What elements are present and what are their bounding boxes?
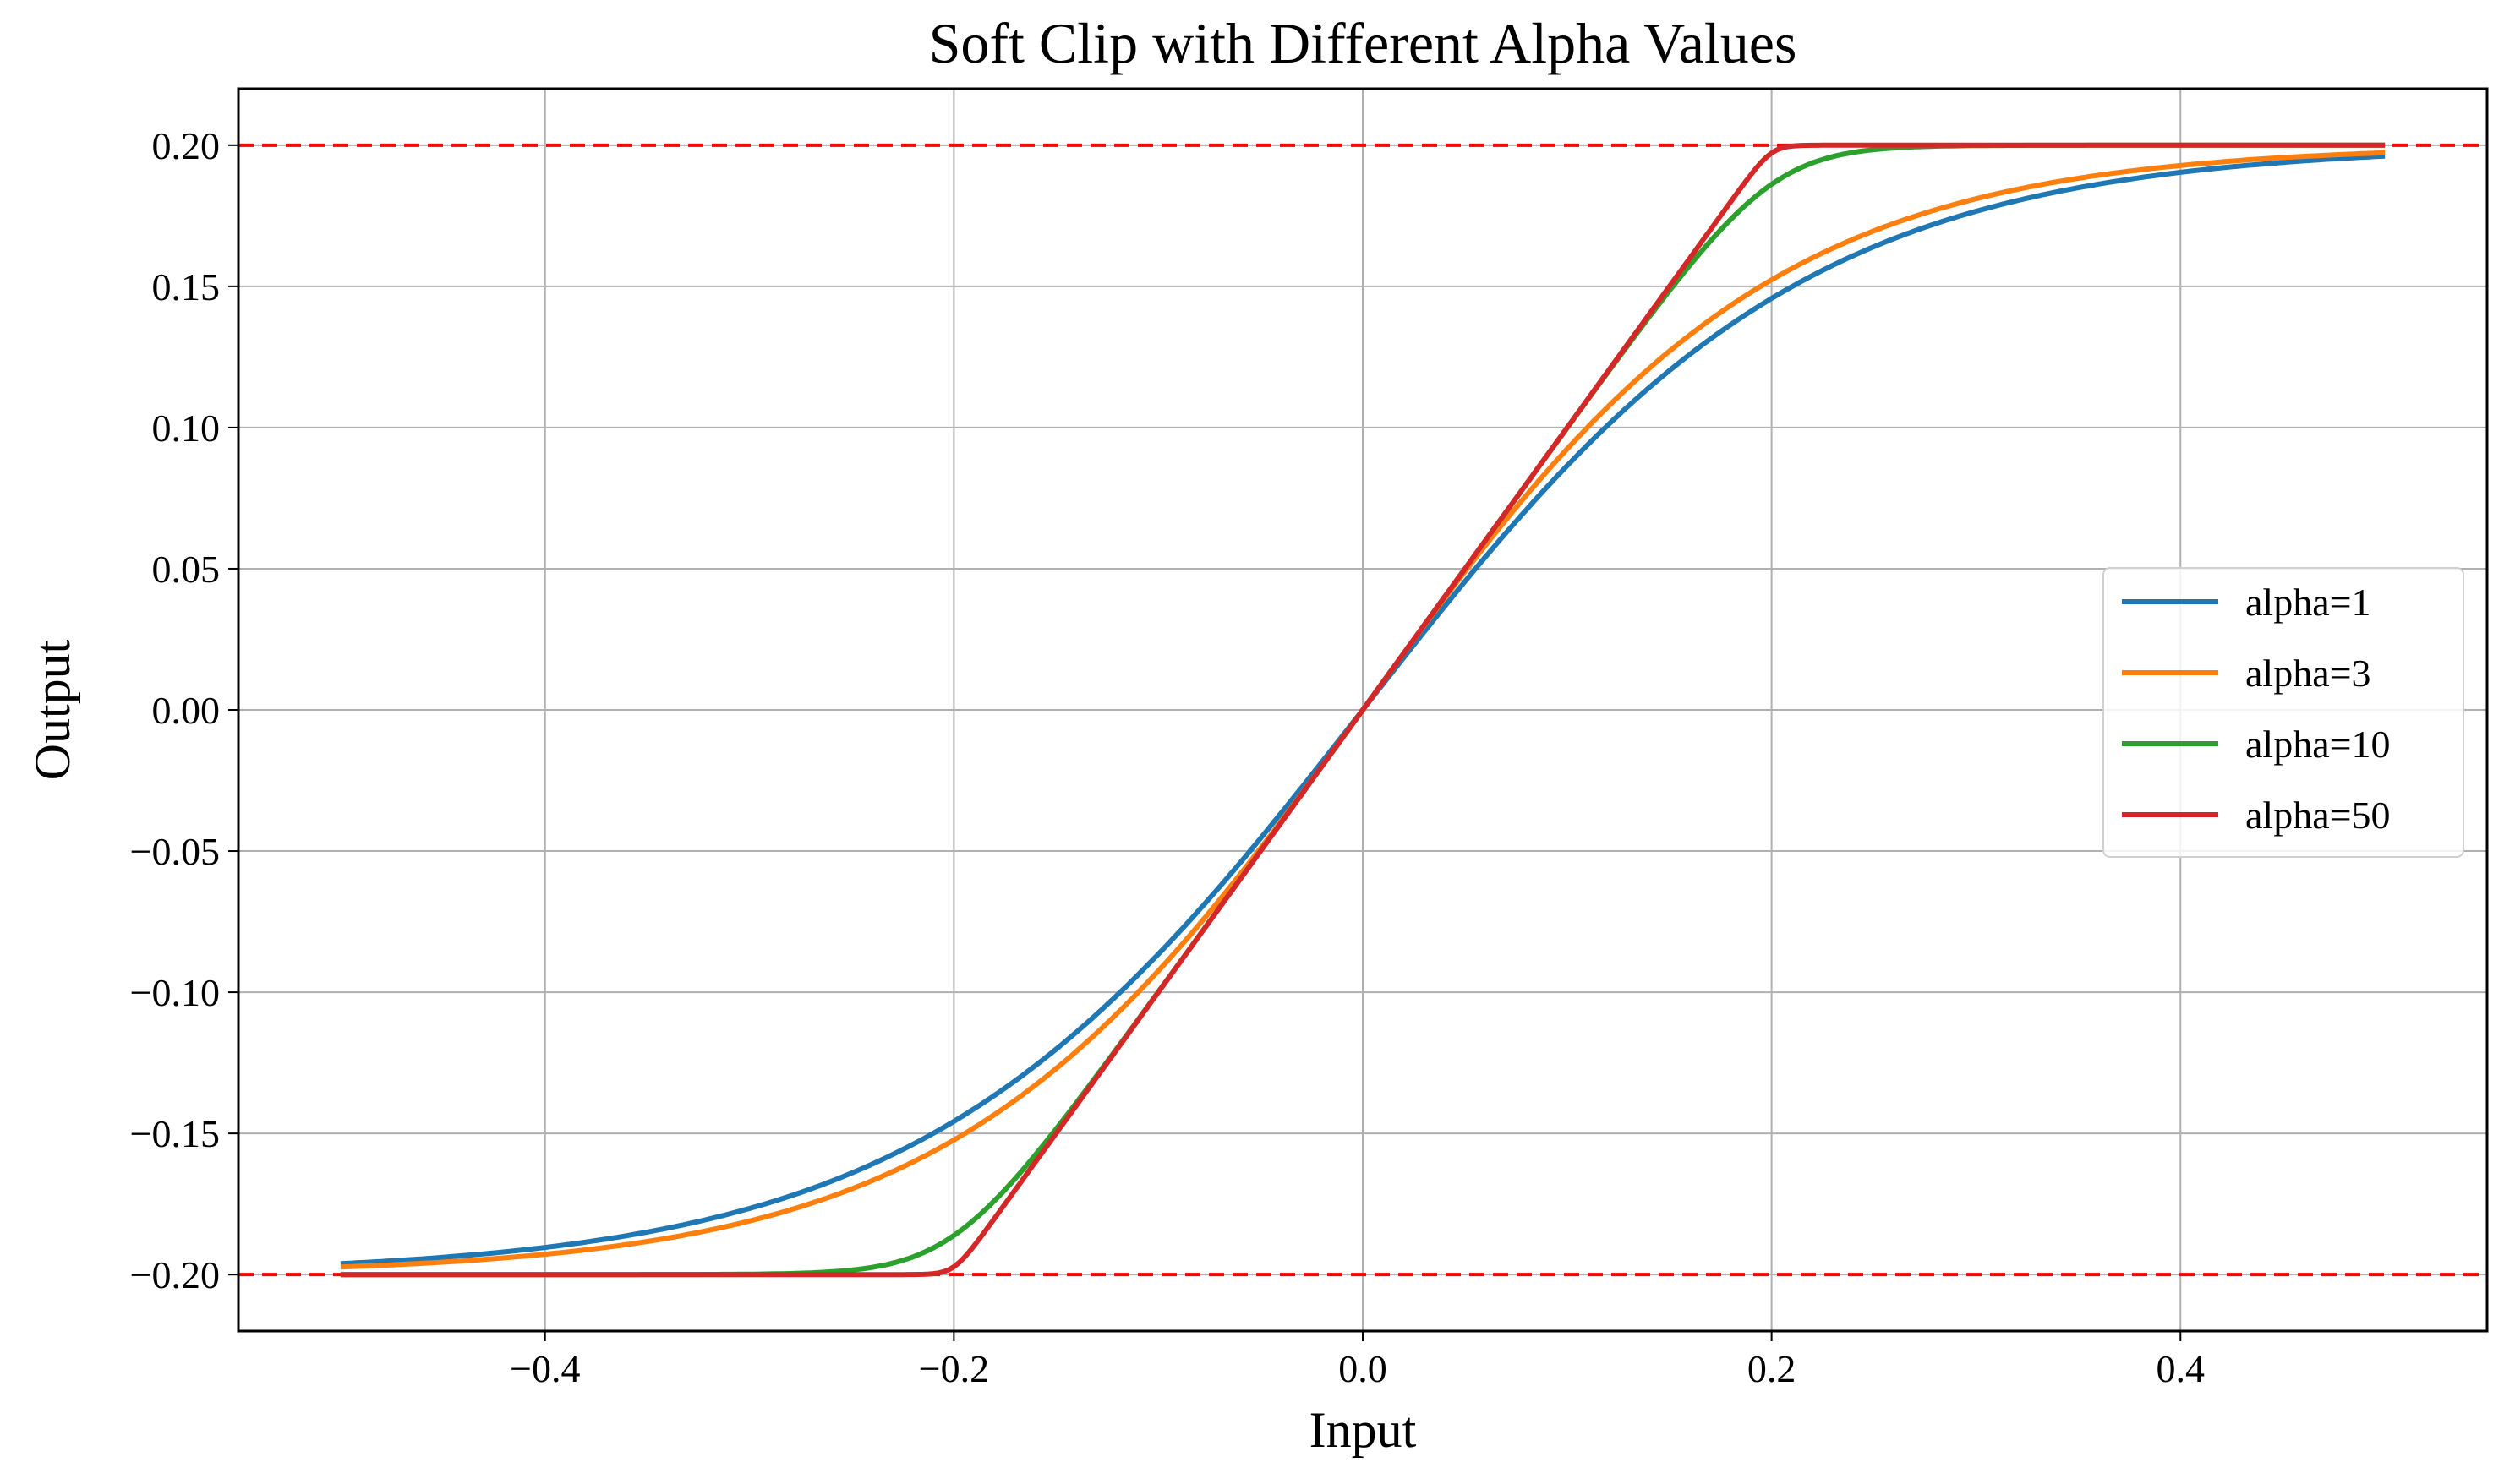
y-tick-label: −0.20 bbox=[130, 1253, 220, 1296]
legend-box bbox=[2102, 567, 2464, 858]
y-tick-label: −0.10 bbox=[130, 971, 220, 1014]
series-lines bbox=[340, 142, 2386, 1278]
x-tick-label: 0.4 bbox=[2157, 1347, 2206, 1390]
y-tick-label: −0.05 bbox=[130, 830, 220, 873]
x-tick-label: −0.4 bbox=[510, 1347, 580, 1390]
x-axis-ticks: −0.4 −0.2 0.0 0.2 0.4 bbox=[510, 1331, 2205, 1390]
y-tick-label: 0.15 bbox=[152, 265, 221, 308]
x-axis-label: Input bbox=[1309, 1402, 1417, 1458]
x-tick-label: 0.2 bbox=[1747, 1347, 1796, 1390]
x-tick-label: −0.2 bbox=[919, 1347, 989, 1390]
legend-label: alpha=50 bbox=[2245, 794, 2391, 837]
y-tick-label: 0.05 bbox=[152, 548, 221, 591]
series-line-alpha-50 bbox=[340, 142, 2386, 1278]
chart-title: Soft Clip with Different Alpha Values bbox=[929, 11, 1797, 75]
y-axis-label: Output bbox=[25, 639, 80, 780]
x-tick-label: 0.0 bbox=[1338, 1347, 1387, 1390]
y-tick-label: 0.00 bbox=[152, 689, 221, 732]
y-axis-ticks: −0.20 −0.15 −0.10 −0.05 0.00 0.05 0.10 0.15 0.20 bbox=[130, 124, 238, 1296]
y-tick-label: 0.20 bbox=[152, 124, 221, 167]
y-tick-label: −0.15 bbox=[130, 1112, 220, 1155]
legend: alpha=1 alpha=3 alpha=10 alpha=50 bbox=[2102, 567, 2464, 858]
y-tick-label: 0.10 bbox=[152, 406, 221, 450]
legend-label: alpha=10 bbox=[2245, 723, 2391, 766]
legend-label: alpha=1 bbox=[2245, 581, 2371, 624]
legend-label: alpha=3 bbox=[2245, 652, 2371, 695]
